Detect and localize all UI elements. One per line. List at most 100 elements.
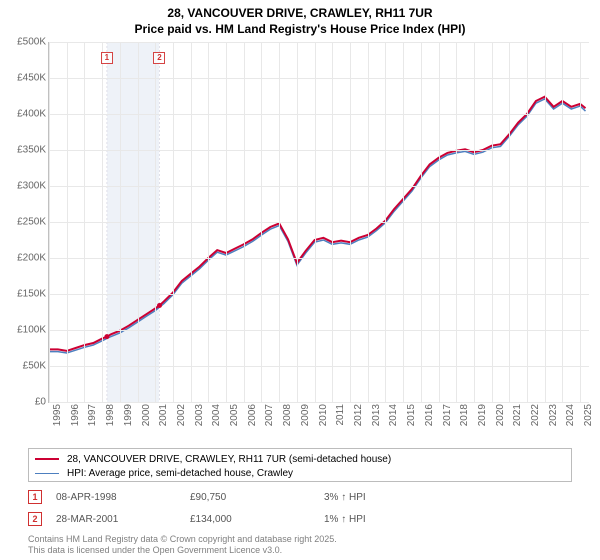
sale-note-1: 1 08-APR-1998 £90,750 3% ↑ HPI [28, 490, 444, 504]
gridline-v [208, 42, 209, 402]
gridline-v [509, 42, 510, 402]
x-tick-label: 2008 [282, 404, 293, 426]
x-tick-label: 2002 [176, 404, 187, 426]
x-tick-label: 2007 [264, 404, 275, 426]
x-tick-label: 2006 [247, 404, 258, 426]
gridline-h [49, 294, 589, 295]
x-tick-label: 1995 [52, 404, 63, 426]
x-tick-label: 2017 [442, 404, 453, 426]
gridline-v [562, 42, 563, 402]
y-tick-label: £250K [17, 217, 46, 228]
sale-price-1: £90,750 [190, 492, 310, 503]
gridline-v [138, 42, 139, 402]
legend-label: HPI: Average price, semi-detached house,… [67, 468, 293, 479]
sale-pct-2: 1% ↑ HPI [324, 514, 444, 525]
gridline-v [84, 42, 85, 402]
x-tick-label: 2005 [229, 404, 240, 426]
series-line [49, 97, 586, 351]
x-tick-label: 2022 [530, 404, 541, 426]
x-tick-label: 2012 [353, 404, 364, 426]
gridline-h [49, 186, 589, 187]
x-tick-label: 2003 [194, 404, 205, 426]
sale-note-2: 2 28-MAR-2001 £134,000 1% ↑ HPI [28, 512, 444, 526]
y-tick-label: £300K [17, 181, 46, 192]
x-tick-label: 2011 [335, 404, 346, 426]
gridline-v [49, 42, 50, 402]
attribution: Contains HM Land Registry data © Crown c… [28, 534, 337, 557]
x-tick-label: 1996 [70, 404, 81, 426]
y-tick-label: £400K [17, 109, 46, 120]
x-tick-label: 2019 [477, 404, 488, 426]
gridline-v [403, 42, 404, 402]
marker-label: 2 [153, 52, 165, 64]
gridline-v [155, 42, 156, 402]
x-tick-label: 1997 [87, 404, 98, 426]
gridline-v [173, 42, 174, 402]
figure-root: 28, VANCOUVER DRIVE, CRAWLEY, RH11 7UR P… [0, 0, 600, 560]
gridline-h [49, 330, 589, 331]
x-tick-label: 2016 [424, 404, 435, 426]
marker-label: 1 [101, 52, 113, 64]
x-tick-label: 1998 [105, 404, 116, 426]
x-tick-label: 2025 [583, 404, 594, 426]
gridline-h [49, 258, 589, 259]
gridline-v [456, 42, 457, 402]
x-tick-label: 2024 [565, 404, 576, 426]
gridline-v [315, 42, 316, 402]
chart-title: 28, VANCOUVER DRIVE, CRAWLEY, RH11 7UR P… [0, 0, 600, 37]
x-tick-label: 2010 [318, 404, 329, 426]
gridline-v [244, 42, 245, 402]
y-tick-label: £450K [17, 73, 46, 84]
gridline-v [421, 42, 422, 402]
gridline-v [545, 42, 546, 402]
x-tick-label: 1999 [123, 404, 134, 426]
gridline-v [297, 42, 298, 402]
chart-plot-area: 12 [48, 42, 589, 403]
y-tick-label: £150K [17, 289, 46, 300]
sale-date-2: 28-MAR-2001 [56, 514, 176, 525]
gridline-h [49, 222, 589, 223]
gridline-v [332, 42, 333, 402]
sale-marker-2: 2 [28, 512, 42, 526]
gridline-v [580, 42, 581, 402]
gridline-v [226, 42, 227, 402]
y-tick-label: £200K [17, 253, 46, 264]
sale-marker-1: 1 [28, 490, 42, 504]
gridline-v [191, 42, 192, 402]
x-tick-label: 2018 [459, 404, 470, 426]
gridline-h [49, 150, 589, 151]
x-tick-label: 2023 [548, 404, 559, 426]
gridline-v [527, 42, 528, 402]
legend-row: 28, VANCOUVER DRIVE, CRAWLEY, RH11 7UR (… [35, 452, 565, 466]
x-tick-label: 2000 [141, 404, 152, 426]
legend-swatch [35, 458, 59, 460]
title-line-1: 28, VANCOUVER DRIVE, CRAWLEY, RH11 7UR [167, 6, 432, 20]
sale-date-1: 08-APR-1998 [56, 492, 176, 503]
gridline-v [350, 42, 351, 402]
attrib-line-1: Contains HM Land Registry data © Crown c… [28, 534, 337, 544]
x-tick-label: 2013 [371, 404, 382, 426]
sale-price-2: £134,000 [190, 514, 310, 525]
y-tick-label: £350K [17, 145, 46, 156]
y-tick-label: £0 [35, 397, 46, 408]
x-tick-label: 2020 [495, 404, 506, 426]
gridline-h [49, 42, 589, 43]
x-tick-label: 2009 [300, 404, 311, 426]
attrib-line-2: This data is licensed under the Open Gov… [28, 545, 282, 555]
gridline-v [368, 42, 369, 402]
title-line-2: Price paid vs. HM Land Registry's House … [135, 22, 466, 36]
sale-pct-1: 3% ↑ HPI [324, 492, 444, 503]
gridline-h [49, 78, 589, 79]
x-tick-label: 2015 [406, 404, 417, 426]
gridline-v [279, 42, 280, 402]
legend-swatch [35, 473, 59, 474]
legend-label: 28, VANCOUVER DRIVE, CRAWLEY, RH11 7UR (… [67, 454, 391, 465]
gridline-v [261, 42, 262, 402]
gridline-v [385, 42, 386, 402]
y-tick-label: £100K [17, 325, 46, 336]
gridline-v [474, 42, 475, 402]
gridline-v [120, 42, 121, 402]
x-tick-label: 2021 [512, 404, 523, 426]
x-tick-label: 2004 [211, 404, 222, 426]
legend: 28, VANCOUVER DRIVE, CRAWLEY, RH11 7UR (… [28, 448, 572, 482]
